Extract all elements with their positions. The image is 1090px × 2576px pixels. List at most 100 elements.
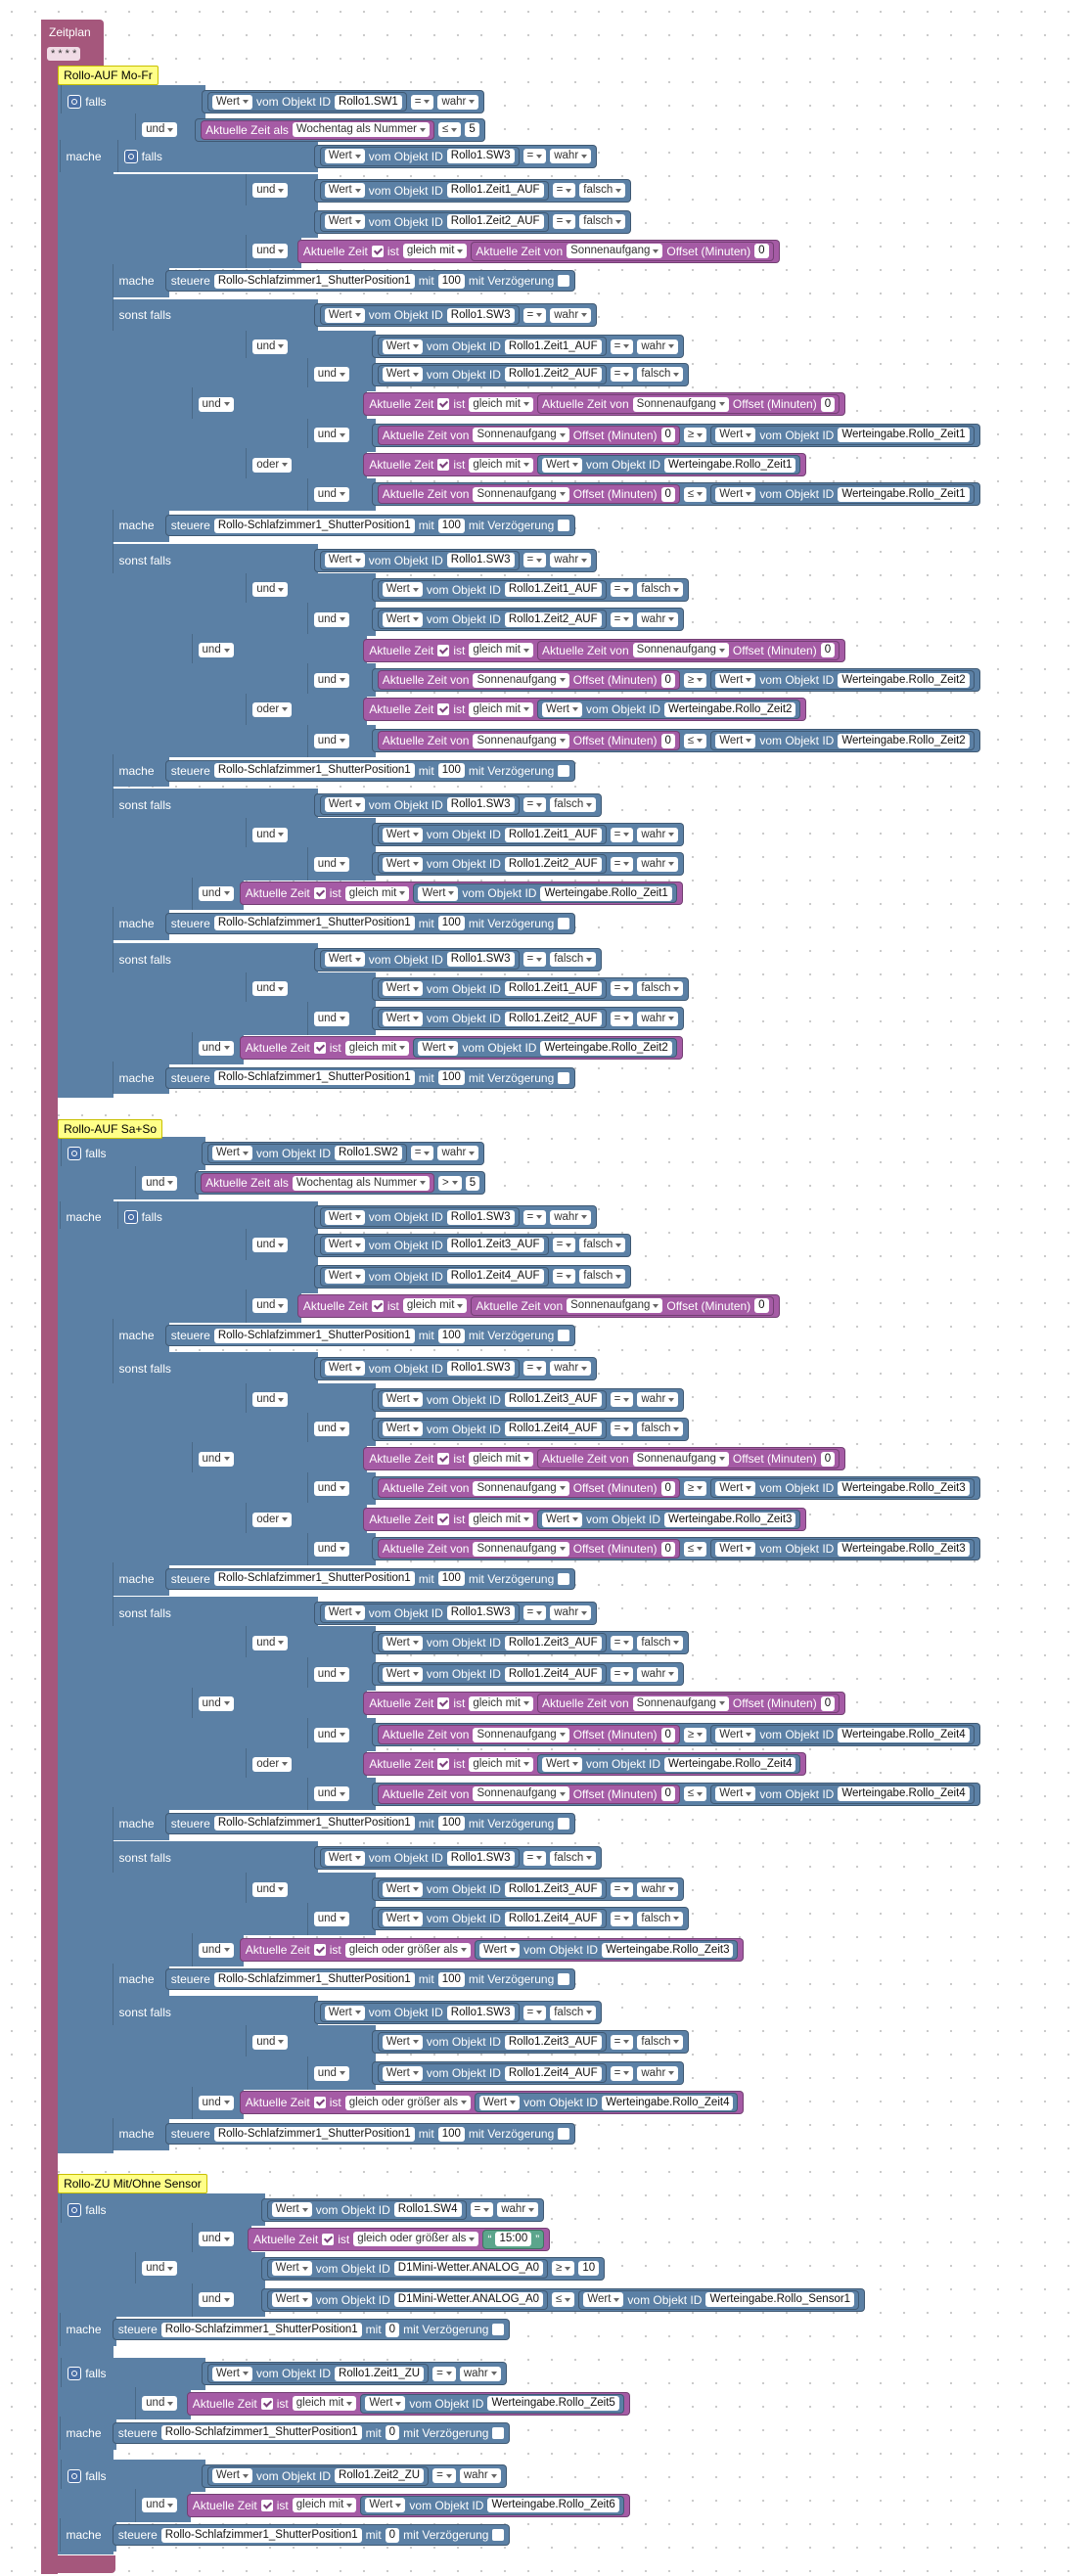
dropdown[interactable]: Sonnenaufgang [567, 244, 663, 259]
checkbox[interactable] [313, 887, 326, 900]
dropdown[interactable]: falsch [637, 1635, 684, 1650]
dropdown[interactable]: Wert [382, 367, 423, 383]
dropdown[interactable]: und [198, 396, 234, 412]
dropdown[interactable]: Wert [324, 149, 365, 164]
dropdown[interactable]: ≤ [683, 1541, 707, 1557]
input-field[interactable]: Rollo1.Zeit4_AUF [446, 1269, 544, 1285]
dropdown[interactable]: falsch [550, 2005, 597, 2020]
dropdown[interactable]: = [410, 94, 434, 110]
input-field[interactable]: Rollo1.Zeit1_AUF [504, 827, 602, 842]
gear-icon[interactable] [68, 2367, 82, 2381]
dropdown[interactable]: und [313, 1727, 349, 1742]
dropdown[interactable]: und [252, 183, 289, 199]
dropdown[interactable]: Wert [541, 701, 583, 717]
dropdown[interactable]: = [610, 2034, 634, 2050]
input-field[interactable]: 100 [437, 1571, 465, 1587]
input-field[interactable]: 0 [660, 1786, 675, 1802]
dropdown[interactable]: = [552, 1269, 576, 1285]
checkbox[interactable] [558, 1071, 570, 1084]
input-field[interactable]: 0 [660, 1541, 675, 1557]
dropdown[interactable]: Wert [541, 1756, 583, 1772]
dropdown[interactable]: oder [252, 1756, 293, 1772]
dropdown[interactable]: und [252, 1238, 289, 1253]
gear-icon[interactable] [123, 1210, 138, 1225]
input-field[interactable]: Rollo1.Zeit1_AUF [504, 339, 602, 354]
input-field[interactable]: 100 [437, 273, 465, 289]
input-field[interactable]: Rollo1.Zeit2_AUF [504, 1011, 602, 1026]
dropdown[interactable]: Wert [324, 1209, 365, 1225]
dropdown[interactable]: Wert [324, 1850, 365, 1866]
dropdown[interactable]: und [252, 1392, 289, 1408]
checkbox[interactable] [492, 2426, 505, 2439]
dropdown[interactable]: Wert [365, 2498, 406, 2513]
dropdown[interactable]: Wert [715, 1541, 756, 1557]
input-field[interactable]: Rollo-Schlafzimmer1_ShutterPosition1 [213, 916, 415, 931]
dropdown[interactable]: und [142, 1175, 178, 1191]
input-field[interactable]: Rollo1.SW4 [393, 2202, 462, 2218]
dropdown[interactable]: und [252, 981, 289, 997]
dropdown[interactable]: Wert [715, 1727, 756, 1742]
dropdown[interactable]: = [410, 1146, 434, 1161]
input-field[interactable]: 0 [660, 1480, 675, 1496]
checkbox[interactable] [437, 1453, 450, 1466]
input-field[interactable]: Rollo-Schlafzimmer1_ShutterPosition1 [213, 518, 415, 533]
dropdown[interactable]: und [252, 339, 289, 354]
dropdown[interactable]: Wert [715, 1480, 756, 1496]
input-field[interactable]: Rollo1.Zeit3_AUF [504, 2034, 602, 2050]
dropdown[interactable]: wahr [550, 149, 592, 164]
dropdown[interactable]: Wert [382, 1911, 423, 1926]
input-field[interactable]: Werteingabe.Rollo_Zeit1 [540, 885, 672, 901]
dropdown[interactable]: und [313, 486, 349, 502]
dropdown[interactable]: Wert [211, 2366, 252, 2381]
checkbox[interactable] [260, 2499, 273, 2511]
dropdown[interactable]: = [610, 1635, 634, 1650]
dropdown[interactable]: falsch [637, 1911, 684, 1926]
dropdown[interactable]: = [610, 1911, 634, 1926]
dropdown[interactable]: falsch [637, 1422, 684, 1437]
input-field[interactable]: Werteingabe.Rollo_Zeit3 [602, 1942, 734, 1958]
input-field[interactable]: Rollo1.SW3 [446, 1605, 515, 1621]
dropdown[interactable]: = [610, 339, 634, 354]
checkbox[interactable] [492, 2529, 505, 2542]
dropdown[interactable]: ≤ [683, 486, 707, 502]
dropdown[interactable]: falsch [579, 214, 626, 230]
input-field[interactable]: 5 [465, 1175, 480, 1191]
dropdown[interactable]: und [252, 827, 289, 842]
input-field[interactable]: Rollo1.SW3 [446, 952, 515, 968]
dropdown[interactable]: und [252, 244, 289, 259]
dropdown[interactable]: ≥ [552, 2261, 575, 2277]
dropdown[interactable]: gleich mit [402, 244, 468, 259]
dropdown[interactable]: falsch [637, 367, 684, 383]
dropdown[interactable]: = [432, 2468, 456, 2484]
gear-icon[interactable] [68, 2202, 82, 2217]
dropdown[interactable]: = [522, 553, 547, 568]
input-field[interactable]: Rollo1.Zeit2_AUF [504, 367, 602, 383]
dropdown[interactable]: ≤ [552, 2292, 575, 2308]
input-field[interactable]: Rollo1.Zeit1_AUF [504, 981, 602, 997]
dropdown[interactable]: gleich mit [469, 1756, 533, 1772]
input-field[interactable]: Rollo-Schlafzimmer1_ShutterPosition1 [213, 1816, 415, 1831]
dropdown[interactable]: und [313, 1666, 349, 1682]
dropdown[interactable]: gleich mit [469, 1451, 533, 1467]
dropdown[interactable]: falsch [637, 981, 684, 997]
input-field[interactable]: Rollo-Schlafzimmer1_ShutterPosition1 [213, 2126, 415, 2142]
dropdown[interactable]: = [610, 582, 634, 598]
input-field[interactable]: Werteingabe.Rollo_Zeit5 [487, 2396, 619, 2412]
dropdown[interactable]: und [313, 856, 349, 872]
dropdown[interactable]: Wert [324, 307, 365, 323]
checkbox[interactable] [437, 703, 450, 716]
dropdown[interactable]: wahr [637, 1011, 679, 1026]
dropdown[interactable]: Wert [324, 797, 365, 813]
dropdown[interactable]: gleich oder größer als [353, 2232, 479, 2247]
dropdown[interactable]: Wert [479, 1942, 521, 1958]
input-field[interactable]: Rollo1.SW3 [446, 1361, 515, 1377]
dropdown[interactable]: und [313, 733, 349, 748]
dropdown[interactable]: und [198, 1942, 234, 1958]
dropdown[interactable]: Sonnenaufgang [473, 428, 569, 443]
dropdown[interactable]: Wert [583, 2292, 624, 2308]
checkbox[interactable] [437, 398, 450, 411]
input-field[interactable]: Rollo1.Zeit3_AUF [446, 1238, 544, 1253]
input-field[interactable]: Rollo-Schlafzimmer1_ShutterPosition1 [213, 273, 415, 289]
dropdown[interactable]: = [552, 1238, 576, 1253]
dropdown[interactable]: gleich mit [469, 643, 533, 658]
